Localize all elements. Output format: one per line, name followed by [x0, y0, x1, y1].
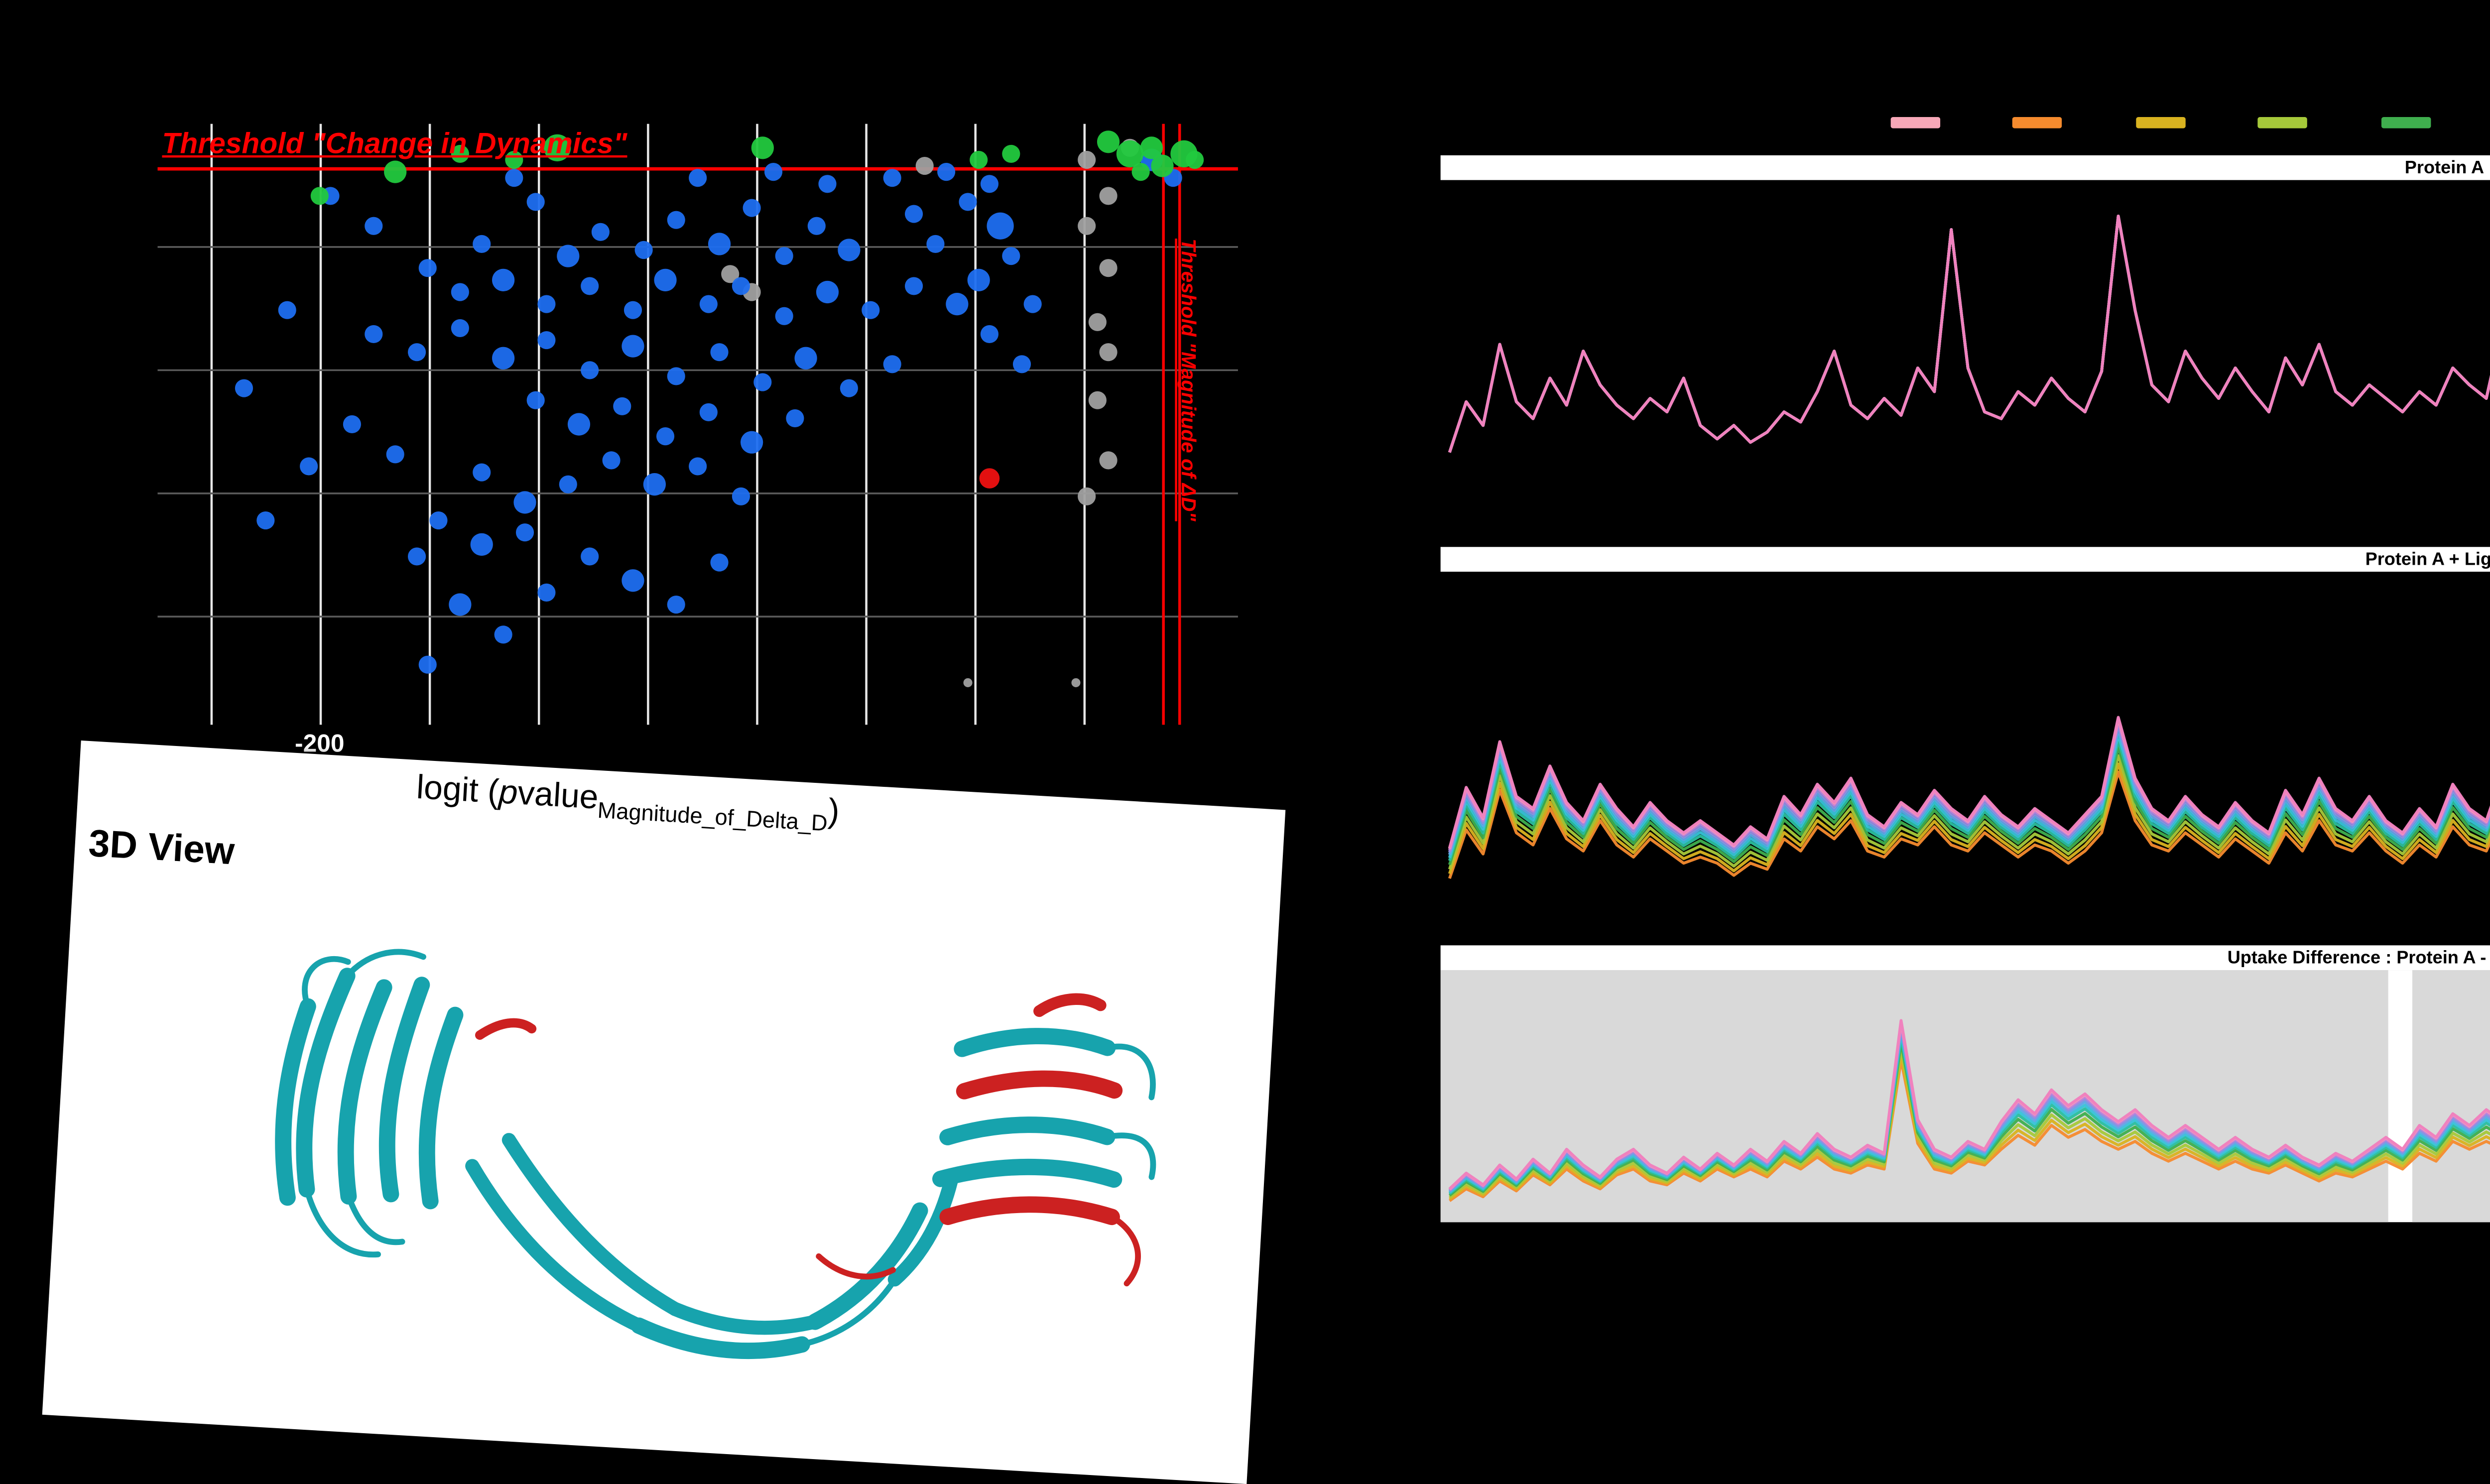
protein-ribbon-teal: [275, 949, 1156, 1360]
threshold-magnitude-label: Threshold "Magnitude of ΔD": [1177, 239, 1200, 521]
legend-swatch[interactable]: [2380, 117, 2430, 128]
axis-label-suffix: ): [827, 792, 841, 832]
legend-swatch[interactable]: [2135, 117, 2185, 128]
uptake-difference-chart[interactable]: [1440, 970, 2490, 1227]
timepoint-legend: [1890, 117, 2490, 128]
chart-title-uptake-difference: Uptake Difference : Protein A - (Protein…: [1440, 945, 2490, 971]
uptake-chart-protein-a[interactable]: [1441, 180, 2490, 547]
legend-swatch[interactable]: [2258, 117, 2308, 128]
chart-title-protein-a-ligand: Protein A + Ligand: [1440, 547, 2490, 572]
uptake-chart-protein-a-ligand[interactable]: [1441, 572, 2490, 945]
chart-title-text: Uptake Difference : Protein A - (Protein…: [2227, 947, 2490, 968]
chart-title-text: Protein A + Ligand: [2365, 549, 2490, 570]
chart-title-protein-a: Protein A: [1440, 155, 2490, 180]
app-canvas: Threshold "Change in Dynamics" Threshold…: [42, 117, 2490, 1484]
axis-label-p: p: [498, 773, 519, 813]
legend-swatch[interactable]: [2013, 117, 2063, 128]
axis-label-subscript: Magnitude_of_Delta_D: [597, 799, 828, 838]
protein-ribbon-3d[interactable]: [110, 870, 1260, 1402]
axis-label-prefix: logit (: [415, 769, 500, 812]
view3d-panel[interactable]: logit (pvalueMagnitude_of_Delta_D) 3D Vi…: [42, 741, 1286, 1484]
threshold-change-label: Threshold "Change in Dynamics": [162, 126, 627, 160]
axis-label-value: value: [516, 774, 600, 818]
volcano-scatter-plot[interactable]: [157, 124, 1243, 732]
protein-ribbon-red: [475, 993, 1141, 1287]
volcano-x-axis-label: logit (pvalueMagnitude_of_Delta_D): [415, 769, 841, 838]
view3d-title: 3D View: [87, 822, 236, 873]
chart-title-text: Protein A: [2404, 157, 2485, 178]
legend-swatch[interactable]: [1890, 117, 1941, 128]
